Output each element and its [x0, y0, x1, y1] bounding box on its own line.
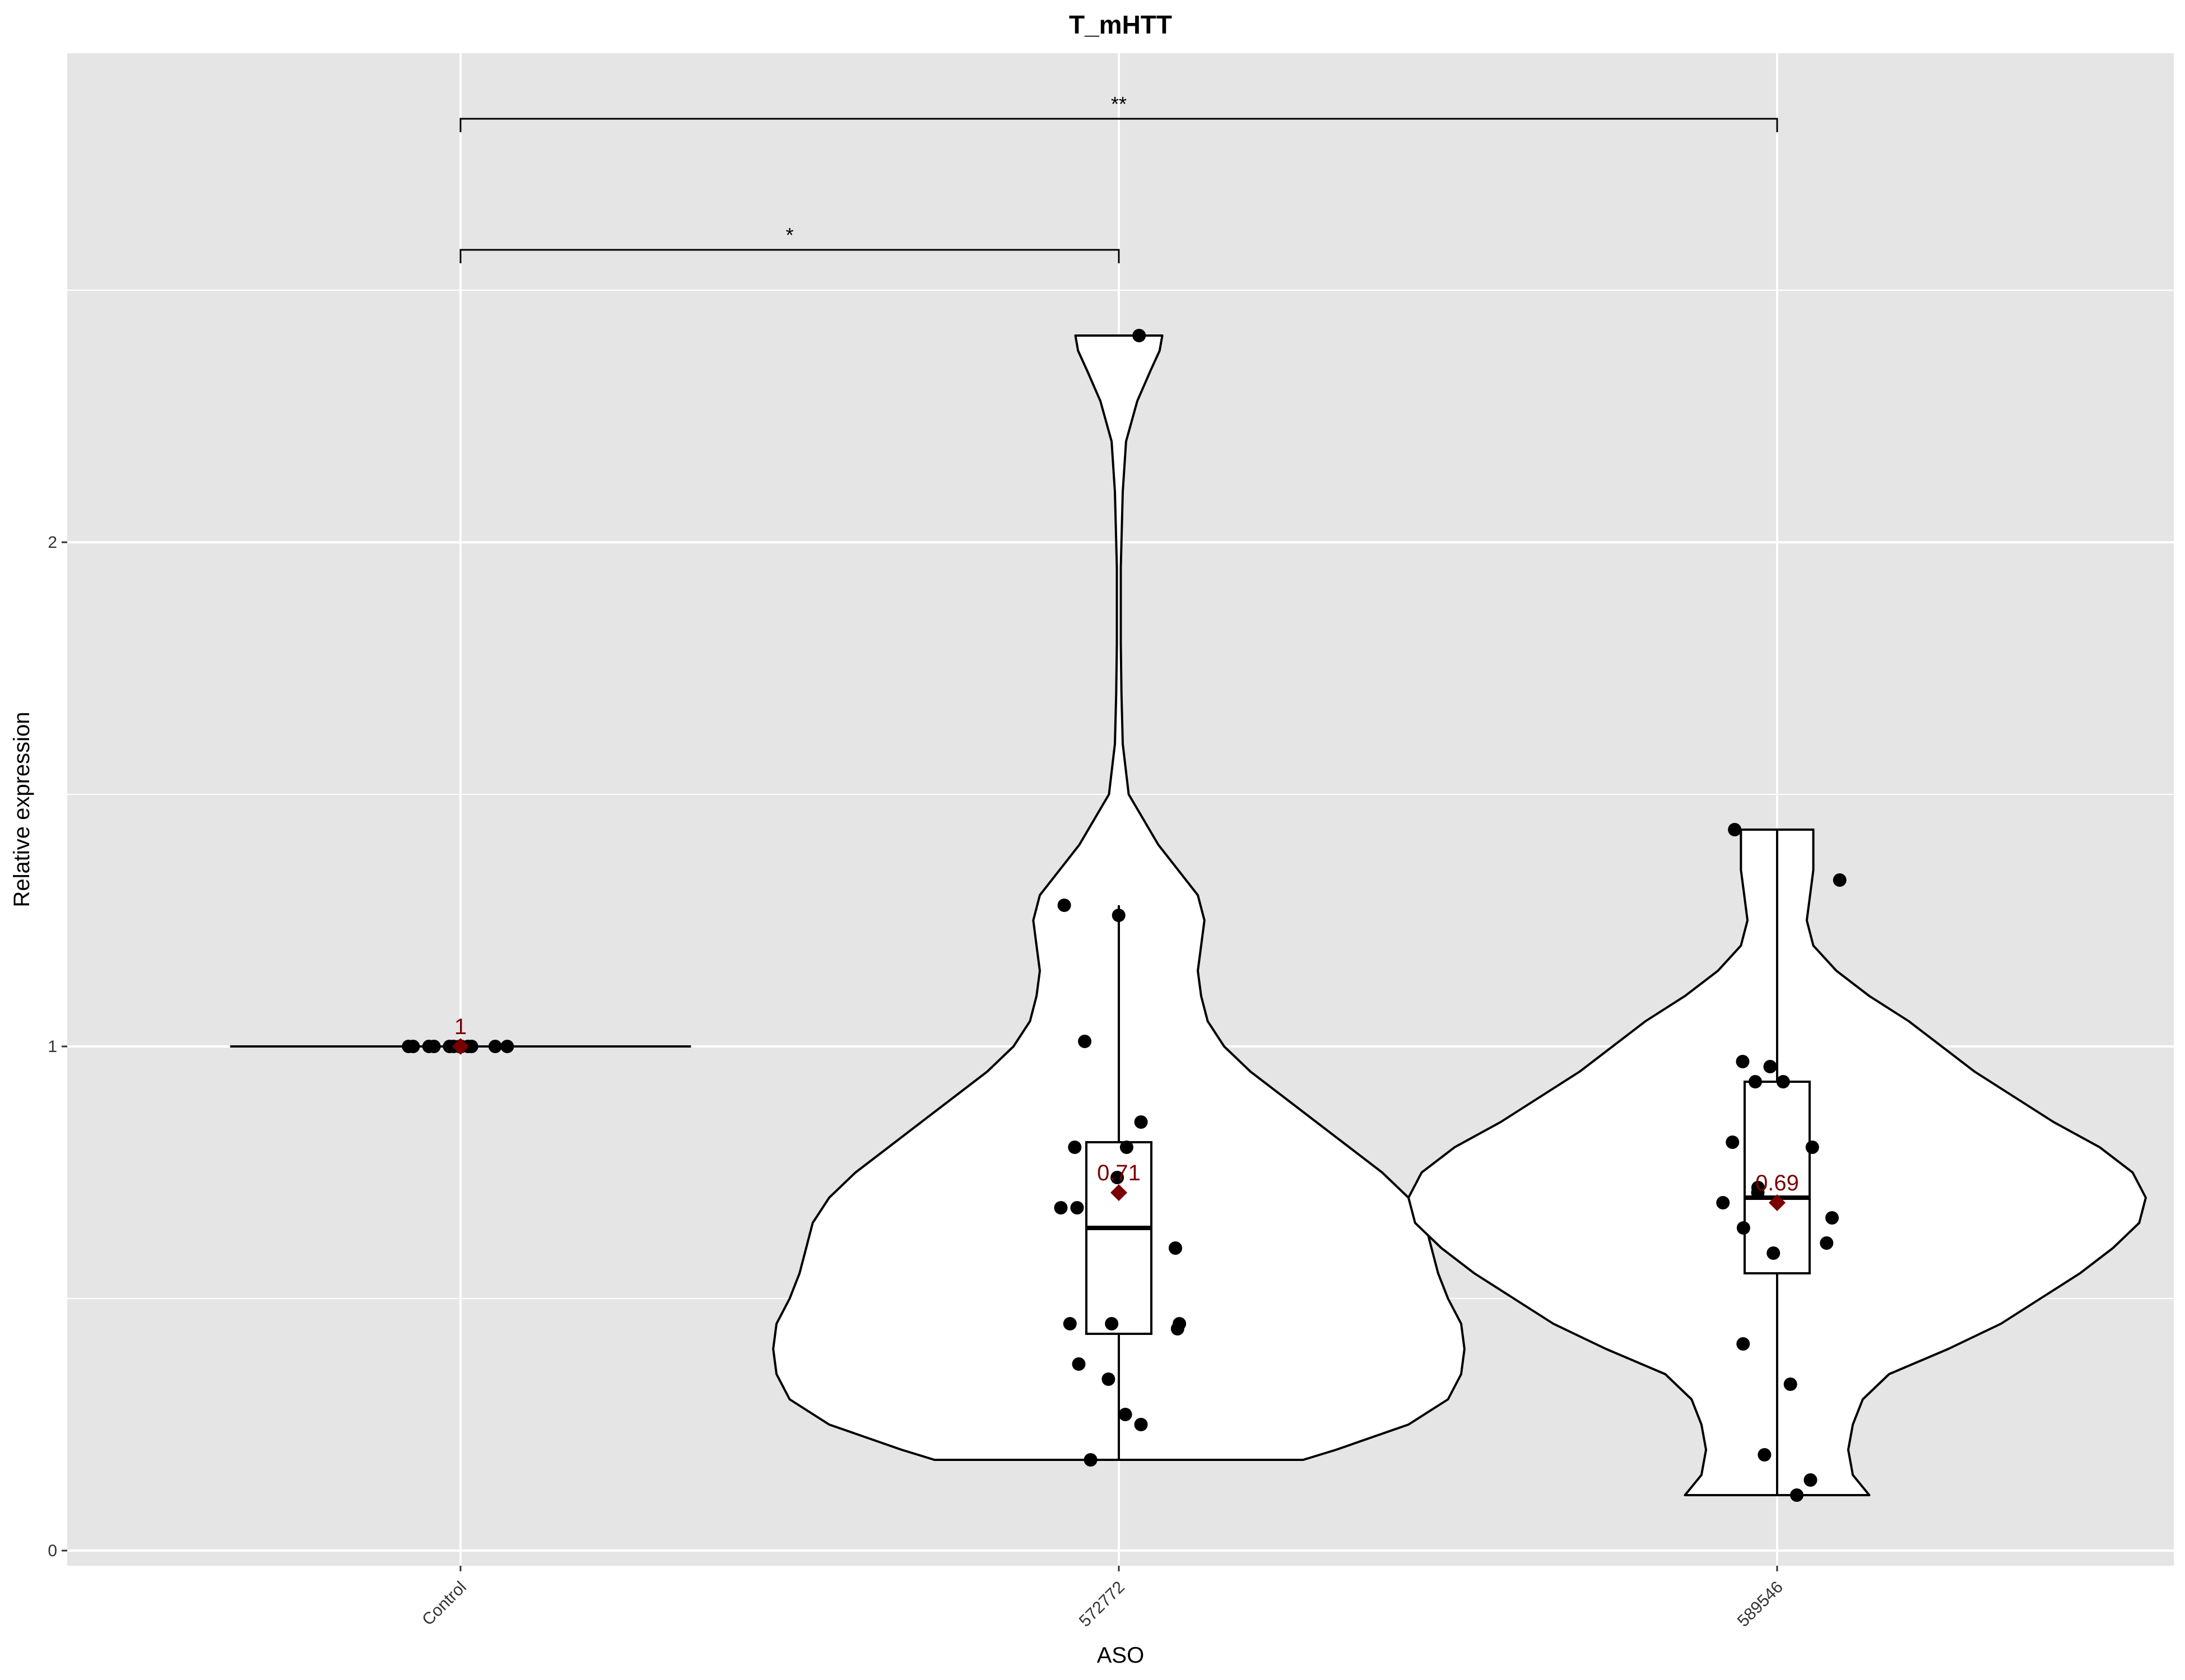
significance-bracket	[459, 118, 1778, 132]
data-point	[1057, 899, 1071, 912]
data-point	[1078, 1035, 1092, 1048]
x-tick-label: Control	[419, 1578, 470, 1630]
data-point	[1072, 1357, 1086, 1371]
data-point	[1134, 1115, 1148, 1129]
data-point	[1110, 1171, 1124, 1184]
data-point	[1134, 1418, 1148, 1431]
significance-bracket	[459, 249, 1120, 263]
data-point	[1112, 909, 1126, 922]
data-point	[1105, 1317, 1119, 1330]
data-point	[1766, 1246, 1780, 1260]
data-point	[1736, 1055, 1750, 1068]
data-point	[1726, 1135, 1740, 1149]
data-point	[443, 1040, 457, 1053]
data-point	[1736, 1337, 1750, 1351]
significance-label: *	[785, 224, 793, 246]
chart-title: T_mHTT	[1069, 10, 1172, 39]
data-point	[1716, 1196, 1730, 1209]
data-point	[1054, 1201, 1068, 1214]
data-point	[1776, 1075, 1790, 1088]
data-point	[1758, 1448, 1772, 1462]
data-point	[1068, 1141, 1082, 1154]
mean-marker	[1110, 1184, 1127, 1201]
data-point	[1833, 873, 1847, 887]
data-point	[1170, 1322, 1184, 1335]
significance-brackets: ***	[459, 92, 1778, 263]
data-point	[1820, 1236, 1834, 1250]
x-tick-label: 572772	[1076, 1578, 1128, 1631]
data-point	[1763, 1060, 1777, 1073]
x-axis: Control 572772 589546	[419, 1566, 1787, 1631]
mean-marker	[1769, 1194, 1786, 1211]
mean-label: 0.71	[1097, 1161, 1141, 1185]
data-point	[1825, 1211, 1839, 1225]
y-tick-label: 1	[48, 1037, 57, 1056]
data-point	[1749, 1075, 1762, 1088]
data-point	[488, 1040, 502, 1053]
mean-label: 1	[454, 1014, 467, 1039]
data-point	[1063, 1317, 1077, 1330]
data-point	[1084, 1453, 1098, 1467]
data-point	[1070, 1201, 1084, 1214]
data-point	[1118, 1408, 1132, 1421]
data-point	[1805, 1141, 1819, 1154]
mean-markers: 1 0.71 0.69	[452, 1014, 1799, 1211]
data-point	[1783, 1377, 1797, 1391]
data-points	[402, 329, 1847, 1502]
y-tick-label: 2	[48, 533, 57, 552]
data-point	[402, 1040, 416, 1053]
x-axis-title: ASO	[1097, 1643, 1144, 1668]
data-point	[1119, 1141, 1133, 1154]
data-point	[1132, 329, 1146, 342]
data-point	[1790, 1488, 1804, 1502]
significance-label: **	[1111, 92, 1127, 115]
data-point	[500, 1040, 514, 1053]
mean-marker	[452, 1038, 469, 1055]
y-axis-title: Relative expression	[10, 711, 34, 907]
violin-572772	[772, 334, 1466, 1461]
data-point	[1101, 1372, 1115, 1386]
data-point	[1751, 1186, 1765, 1199]
data-point	[464, 1040, 478, 1053]
mean-label: 0.69	[1755, 1171, 1799, 1195]
data-point	[427, 1040, 441, 1053]
x-tick-label: 589546	[1734, 1578, 1787, 1631]
data-point	[1169, 1241, 1182, 1255]
data-point	[1736, 1221, 1750, 1235]
y-axis: 0 1 2	[48, 533, 67, 1560]
y-tick-label: 0	[48, 1542, 57, 1560]
data-point	[1728, 823, 1742, 836]
data-point	[1803, 1473, 1817, 1487]
